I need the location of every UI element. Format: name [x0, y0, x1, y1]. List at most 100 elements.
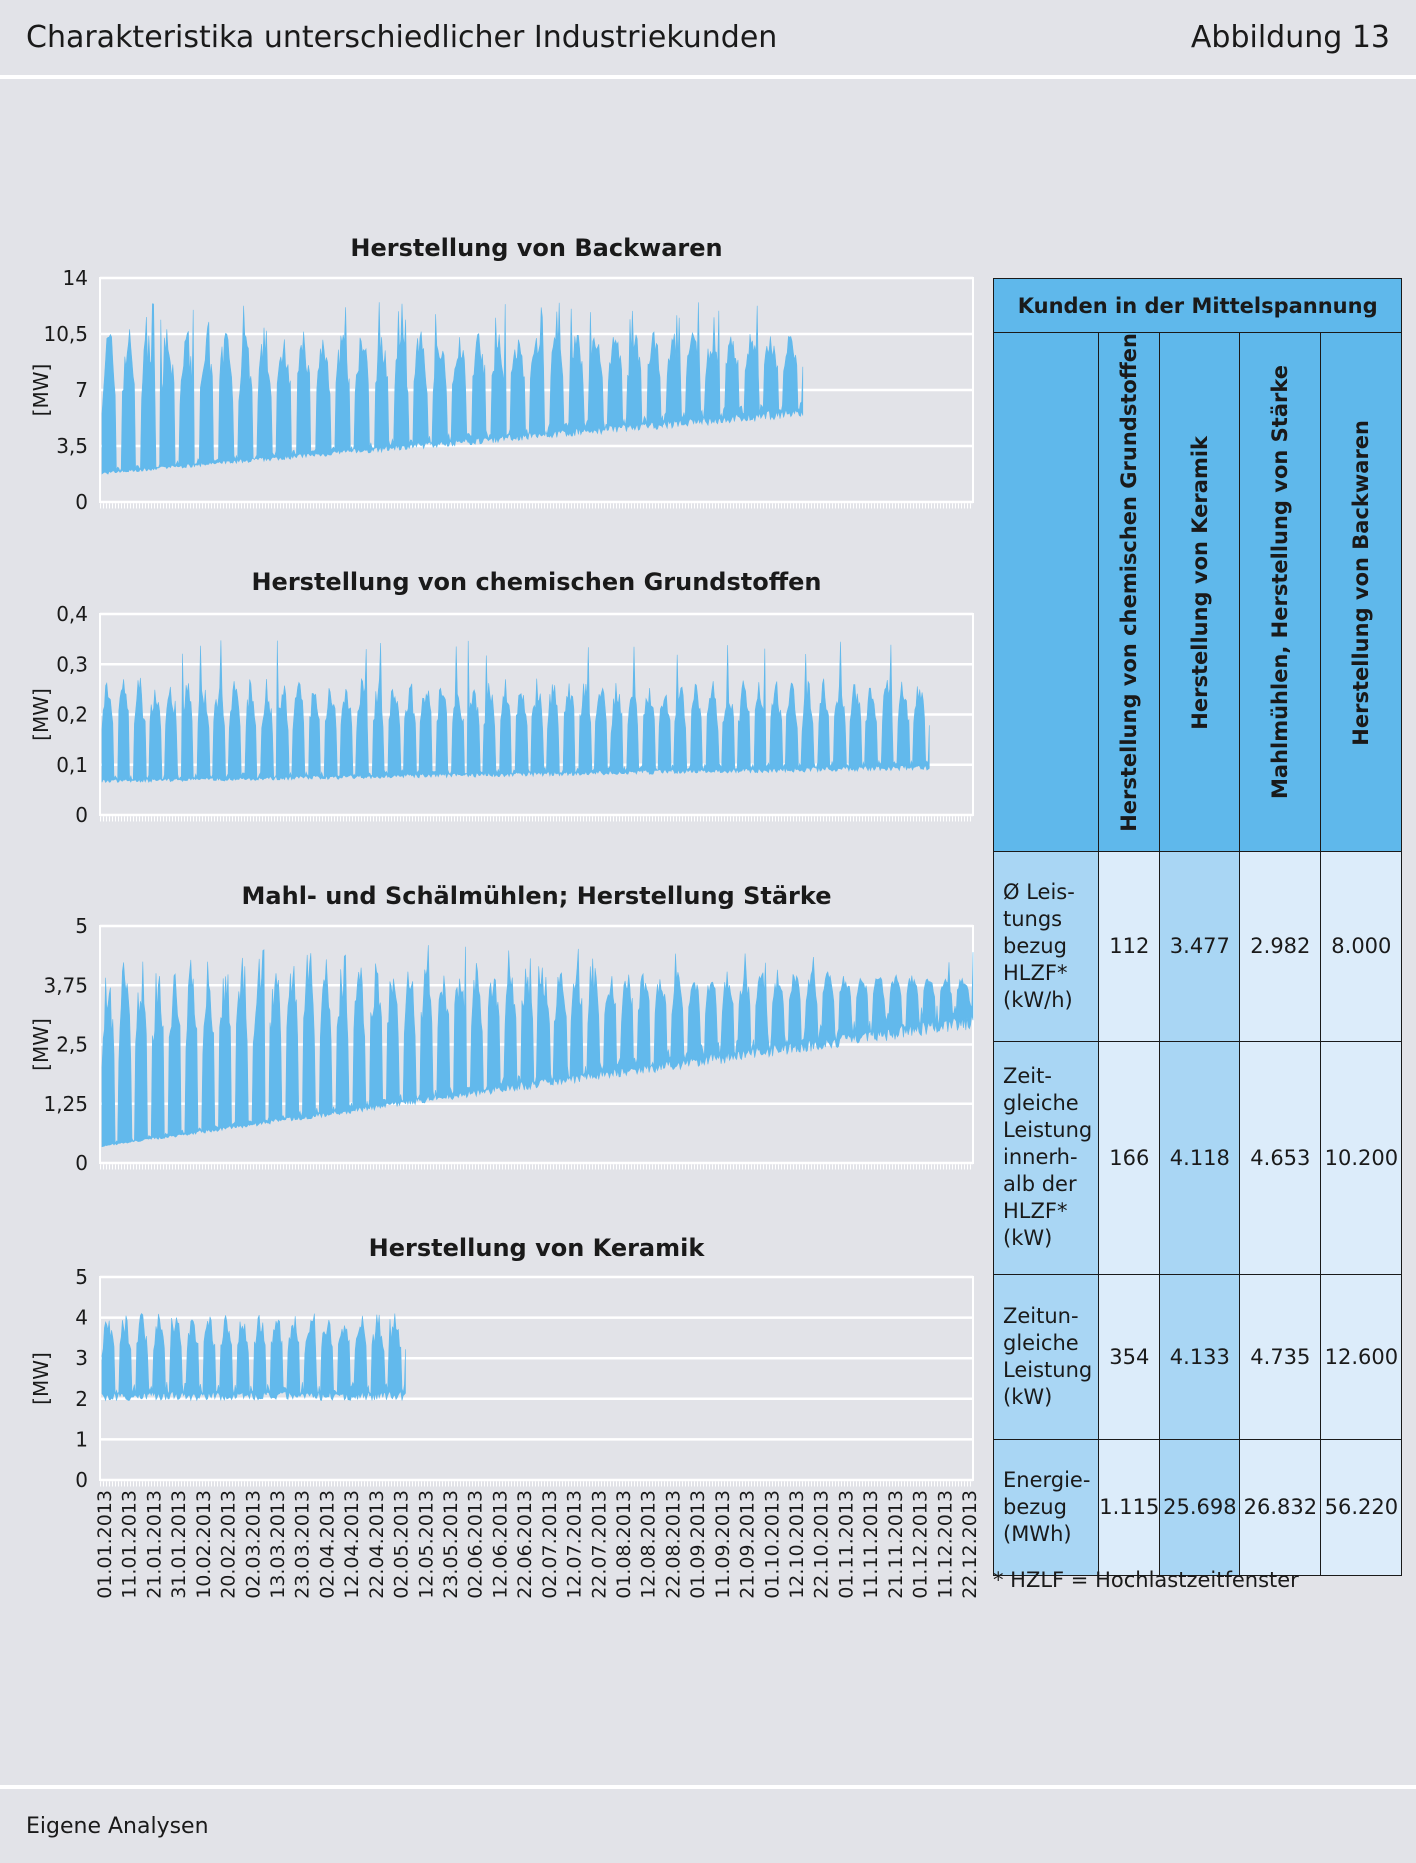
y-tick-label: 10,5	[43, 322, 88, 346]
table-cell: 112	[1098, 850, 1161, 1042]
y-axis-label: [MW]	[29, 1018, 53, 1071]
x-tick-label: 21.01.2013	[143, 1490, 165, 1599]
y-tick-label: 0	[75, 1151, 88, 1175]
table-cell: 2.982	[1239, 850, 1322, 1042]
chart-title: Herstellung von chemischen Grundstoffen	[251, 568, 821, 596]
y-tick-label: 7	[75, 378, 88, 402]
x-tick-label: 01.08.2013	[613, 1490, 635, 1599]
x-tick-label: 12.10.2013	[786, 1490, 808, 1599]
row-label-line: Leistung	[1003, 1118, 1093, 1143]
x-tick-label: 01.10.2013	[761, 1490, 783, 1599]
x-tick-label: 23.03.2013	[292, 1490, 314, 1599]
x-tick-label: 12.06.2013	[489, 1490, 511, 1599]
x-tick-label: 22.10.2013	[811, 1490, 833, 1599]
table-cell: 3.477	[1159, 850, 1241, 1042]
row-label-line: bezug	[1003, 933, 1067, 958]
table-cell: 8.000	[1320, 850, 1403, 1042]
row-label-line: HLZF*	[1003, 960, 1068, 985]
x-tick-label: 11.12.2013	[934, 1490, 956, 1599]
y-tick-label: 0	[75, 490, 88, 514]
row-label-line: gleiche	[1003, 1330, 1079, 1355]
row-label-line: bezug	[1003, 1494, 1067, 1519]
x-tick-label: 23.05.2013	[440, 1490, 462, 1599]
column-label: Herstellung von chemischen Grundstoffen	[1117, 333, 1142, 832]
row-label: Ø Leis- tungs bezug HLZF* (kW/h)	[992, 850, 1100, 1042]
x-tick-label: 01.12.2013	[910, 1490, 932, 1599]
table-column-header: Herstellung von Keramik	[1159, 332, 1241, 852]
column-label: Herstellung von Keramik	[1187, 435, 1212, 730]
chart-title: Mahl- und Schälmühlen; Herstellung Stärk…	[242, 882, 832, 910]
x-tick-label: 02.07.2013	[539, 1490, 561, 1599]
source-note: Eigene Analysen	[26, 1814, 209, 1839]
series-area	[101, 945, 974, 1148]
y-tick-label: 2,5	[56, 1033, 88, 1057]
y-tick-label: 0,1	[56, 753, 88, 777]
y-tick-label: 0,3	[56, 652, 88, 676]
row-label-line: (kW)	[1003, 1226, 1053, 1251]
table-cell: 4.133	[1159, 1273, 1241, 1440]
x-tick-label: 01.11.2013	[835, 1490, 857, 1599]
row-label-line: Ø Leis-	[1003, 879, 1075, 904]
x-tick-label: 21.11.2013	[885, 1490, 907, 1599]
row-label-line: (kW/h)	[1003, 987, 1073, 1012]
x-tick-label: 22.04.2013	[366, 1490, 388, 1599]
table-cell: 10.200	[1320, 1040, 1403, 1275]
y-tick-label: 3,5	[56, 434, 88, 458]
x-tick-label: 22.06.2013	[514, 1490, 536, 1599]
x-tick-label: 12.05.2013	[415, 1490, 437, 1599]
y-tick-label: 0,4	[56, 602, 88, 626]
table-cell: 354	[1098, 1273, 1161, 1440]
table-row: Energie- bezug (MWh) 1.115 25.698 26.832…	[992, 1438, 1403, 1576]
x-tick-label: 11.01.2013	[119, 1490, 141, 1599]
row-label-line: (kW)	[1003, 1384, 1053, 1409]
y-tick-label: 5	[75, 914, 88, 938]
row-label: Energie- bezug (MWh)	[992, 1438, 1100, 1576]
top-divider	[0, 75, 1416, 79]
table-footnote: * HZLF = Hochlastzeitfenster	[993, 1568, 1299, 1592]
table-column-header: Herstellung von Backwaren	[1320, 332, 1403, 852]
y-axis-label: [MW]	[29, 688, 53, 741]
table-cell: 26.832	[1239, 1438, 1322, 1576]
series-area	[101, 302, 804, 475]
y-tick-label: 4	[75, 1306, 88, 1330]
column-label: Herstellung von Backwaren	[1349, 419, 1374, 746]
row-label-line: tungs	[1003, 906, 1063, 931]
table-row: Zeit- gleiche Leistung innerh- alb der H…	[992, 1040, 1403, 1275]
row-label-line: Leistung	[1003, 1357, 1093, 1382]
x-tick-label: 20.02.2013	[218, 1490, 240, 1599]
row-label-line: HLZF*	[1003, 1199, 1068, 1224]
x-tick-label: 22.08.2013	[662, 1490, 684, 1599]
x-tick-label: 11.11.2013	[860, 1490, 882, 1599]
x-tick-label: 02.04.2013	[316, 1490, 338, 1599]
row-label: Zeit- gleiche Leistung innerh- alb der H…	[992, 1040, 1100, 1275]
table-cell: 12.600	[1320, 1273, 1403, 1440]
table-cell: 166	[1098, 1040, 1161, 1275]
x-tick-label: 22.07.2013	[588, 1490, 610, 1599]
bottom-divider	[0, 1785, 1416, 1789]
chart-title: Herstellung von Keramik	[369, 1234, 706, 1262]
x-tick-label: 01.01.2013	[94, 1490, 116, 1599]
y-tick-label: 5	[75, 1265, 88, 1289]
x-tick-label: 10.02.2013	[193, 1490, 215, 1599]
customer-table: Kunden in der Mittelspannung Herstellung…	[992, 278, 1403, 1576]
table-column-header: Herstellung von chemischen Grundstoffen	[1098, 332, 1161, 852]
figure-number: Abbildung 13	[1190, 20, 1390, 55]
chart-title: Herstellung von Backwaren	[350, 234, 722, 262]
table-title: Kunden in der Mittelspannung	[992, 278, 1403, 333]
table-row: Ø Leis- tungs bezug HLZF* (kW/h) 112 3.4…	[992, 850, 1403, 1042]
charts-area: 0 3,5 7 10,5 14 Herstellung von Backwaren [MW]…	[29, 234, 981, 1599]
column-label: Mahlmühlen, Herstellung von Stärke	[1268, 365, 1293, 800]
y-tick-label: 0	[75, 1468, 88, 1492]
y-tick-label: 3	[75, 1346, 88, 1370]
table-corner	[992, 332, 1100, 852]
row-label-line: gleiche	[1003, 1091, 1079, 1116]
y-tick-label: 14	[63, 266, 88, 290]
series-area	[101, 640, 930, 784]
series-area	[101, 1312, 406, 1402]
x-tick-label: 12.08.2013	[638, 1490, 660, 1599]
y-axis-label: [MW]	[29, 364, 53, 417]
row-label-line: Zeitun-	[1003, 1303, 1079, 1328]
row-label-line: alb der	[1003, 1172, 1077, 1197]
x-tick-label: 22.12.2013	[959, 1490, 981, 1599]
x-tick-label: 01.09.2013	[687, 1490, 709, 1599]
